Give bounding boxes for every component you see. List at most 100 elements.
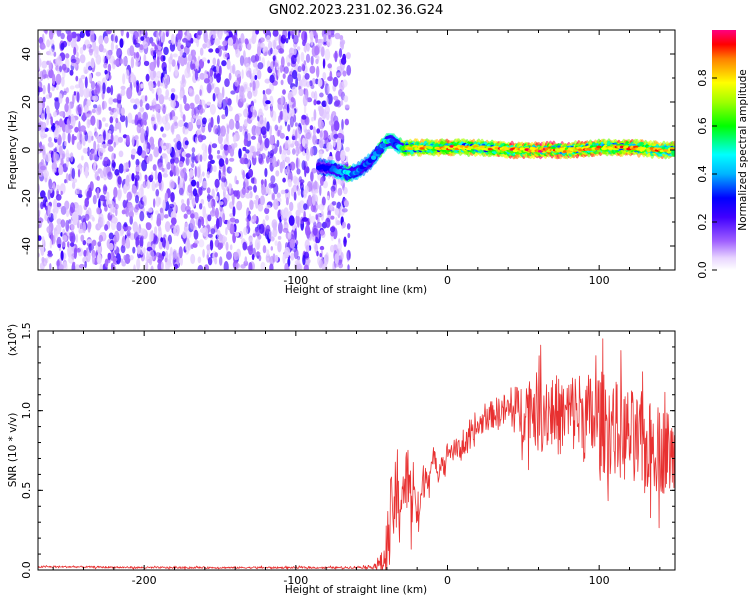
noise-cell — [332, 178, 337, 186]
noise-cell — [254, 75, 258, 80]
noise-cell — [340, 252, 344, 261]
noise-cell — [204, 145, 208, 154]
noise-cell — [309, 30, 314, 41]
noise-cell — [33, 143, 38, 154]
noise-cell — [61, 235, 68, 242]
noise-cell — [226, 251, 232, 261]
noise-cell — [300, 51, 305, 62]
noise-cell — [209, 239, 214, 251]
noise-cell — [96, 187, 100, 199]
noise-cell — [190, 49, 196, 58]
noise-cell — [220, 125, 227, 137]
noise-cell — [255, 251, 261, 256]
noise-cell — [143, 60, 150, 67]
noise-cell — [103, 62, 108, 69]
noise-cell — [291, 86, 298, 96]
noise-cell — [184, 103, 191, 111]
noise-cell — [67, 132, 71, 144]
noise-cell — [264, 178, 267, 188]
noise-cell — [333, 133, 339, 139]
noise-cell — [207, 59, 210, 64]
noise-cell — [212, 34, 217, 39]
noise-cell — [327, 85, 330, 95]
noise-cell — [66, 118, 70, 127]
noise-cell — [335, 216, 338, 226]
noise-cell — [116, 103, 122, 115]
noise-cell — [76, 141, 83, 151]
noise-cell — [310, 84, 315, 90]
noise-cell — [306, 147, 309, 156]
noise-cell — [157, 51, 163, 56]
noise-cell — [292, 184, 297, 194]
noise-cell — [65, 209, 70, 218]
noise-cell — [88, 73, 92, 82]
noise-cell — [272, 30, 279, 37]
noise-cell — [164, 221, 171, 233]
noise-cell — [286, 156, 291, 164]
noise-cell — [294, 122, 298, 127]
noise-cell — [221, 114, 226, 120]
noise-cell — [206, 248, 211, 256]
noise-cell — [278, 115, 281, 124]
noise-cell — [102, 55, 106, 64]
noise-cell — [108, 106, 112, 111]
noise-cell — [84, 69, 88, 74]
noise-cell — [215, 47, 220, 54]
spectrogram-noise-region — [33, 30, 352, 270]
noise-cell — [196, 166, 201, 179]
noise-cell — [153, 50, 157, 56]
noise-cell — [125, 69, 130, 80]
noise-cell — [41, 60, 48, 69]
snr-y-multiplier: (x104) — [6, 324, 19, 356]
noise-cell — [295, 77, 298, 88]
noise-cell — [102, 100, 105, 111]
noise-cell — [178, 55, 181, 64]
noise-cell — [203, 32, 209, 44]
noise-cell — [41, 113, 45, 120]
noise-cell — [245, 149, 250, 154]
noise-cell — [54, 230, 59, 239]
noise-cell — [149, 105, 153, 111]
noise-cell — [88, 65, 93, 71]
noise-cell — [77, 168, 81, 178]
noise-cell — [143, 54, 147, 63]
noise-cell — [343, 186, 348, 195]
noise-cell — [71, 31, 77, 39]
noise-cell — [176, 252, 181, 265]
noise-cell — [191, 152, 196, 164]
noise-cell — [314, 32, 319, 44]
noise-cell — [346, 223, 351, 230]
noise-cell — [249, 218, 255, 223]
noise-cell — [277, 240, 282, 253]
noise-cell — [65, 53, 70, 59]
noise-cell — [96, 253, 102, 265]
noise-cell — [43, 74, 49, 79]
noise-cell — [93, 140, 97, 152]
noise-cell — [89, 48, 93, 56]
noise-cell — [140, 150, 147, 159]
noise-cell — [265, 214, 270, 221]
noise-cell — [301, 114, 307, 120]
noise-cell — [85, 113, 91, 118]
noise-cell — [177, 30, 183, 40]
noise-cell — [285, 37, 289, 44]
noise-cell — [209, 159, 215, 164]
noise-cell — [258, 153, 263, 164]
noise-cell — [91, 108, 96, 114]
noise-cell — [35, 203, 37, 209]
noise-cell — [267, 151, 271, 158]
noise-cell — [80, 125, 86, 132]
noise-cell — [108, 97, 114, 105]
noise-cell — [222, 40, 228, 46]
noise-cell — [315, 204, 320, 209]
noise-cell — [322, 58, 326, 69]
noise-cell — [65, 149, 70, 161]
noise-cell — [269, 263, 274, 270]
noise-cell — [276, 192, 281, 199]
noise-cell — [296, 53, 300, 65]
noise-cell — [152, 70, 156, 79]
noise-cell — [60, 32, 65, 40]
noise-cell — [172, 53, 178, 58]
noise-cell — [148, 153, 153, 162]
noise-cell — [301, 63, 304, 71]
